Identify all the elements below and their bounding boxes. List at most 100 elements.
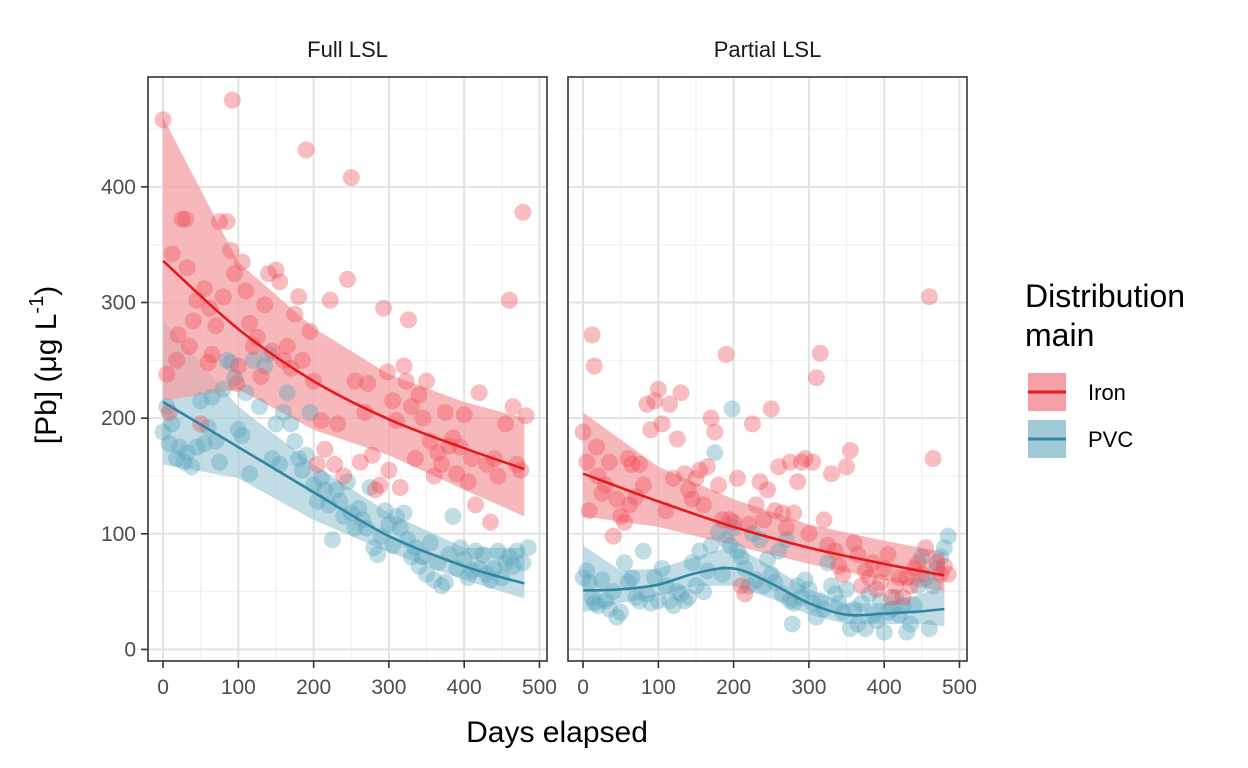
iron-data-point: [649, 380, 667, 398]
iron-data-point: [312, 412, 330, 429]
pvc-data-point: [312, 469, 330, 487]
legend-title-line-2: main: [1025, 317, 1094, 353]
iron-data-point: [868, 580, 886, 598]
pvc-data-point: [214, 380, 232, 398]
pvc-data-point: [233, 427, 251, 444]
panel-title-full-lsl: Full LSL: [307, 37, 388, 62]
x-tick-label: 300: [371, 676, 406, 699]
iron-data-point: [168, 351, 186, 369]
iron-data-point: [297, 141, 315, 159]
iron-data-point: [838, 458, 855, 476]
iron-data-point: [830, 557, 848, 575]
pvc-data-point: [672, 585, 690, 603]
pvc-data-point: [275, 403, 292, 421]
pvc-data-point: [710, 523, 728, 540]
pvc-data-point: [160, 435, 178, 453]
iron-data-point: [351, 453, 369, 471]
pvc-data-point: [504, 557, 522, 575]
iron-data-point: [293, 351, 311, 369]
pvc-data-point: [585, 594, 603, 612]
iron-data-point: [583, 326, 601, 344]
iron-data-point: [497, 415, 515, 433]
iron-data-point: [395, 357, 413, 375]
iron-data-point: [489, 467, 507, 485]
iron-data-point: [222, 242, 240, 259]
iron-data-point: [211, 213, 228, 231]
iron-data-point: [467, 496, 484, 514]
pvc-data-point: [932, 548, 950, 566]
x-tick-label: 500: [942, 676, 977, 699]
pvc-data-point: [297, 446, 315, 464]
pvc-data-point: [676, 592, 694, 610]
pvc-data-point: [188, 438, 206, 456]
pvc-data-point: [207, 432, 225, 450]
iron-data-point: [800, 525, 818, 543]
pvc-data-point: [770, 542, 788, 560]
iron-data-point: [260, 265, 277, 283]
iron-data-point: [935, 557, 953, 575]
iron-fit-line: [162, 259, 525, 471]
iron-data-point: [196, 280, 213, 298]
pvc-confidence-band: [163, 319, 525, 599]
pvc-data-point: [631, 592, 648, 610]
pvc-data-point: [796, 571, 814, 589]
pvc-data-point: [638, 585, 656, 603]
iron-data-point: [668, 430, 686, 448]
x-tick-label: 200: [296, 676, 331, 699]
y-tick-label: 300: [101, 292, 136, 315]
pvc-data-point: [680, 588, 697, 606]
iron-data-point: [661, 395, 679, 413]
pvc-data-point: [226, 369, 244, 387]
iron-data-point: [263, 342, 281, 360]
pvc-data-point: [451, 539, 469, 557]
pvc-data-point: [868, 612, 886, 629]
iron-data-point: [290, 288, 308, 306]
pvc-data-point: [894, 597, 912, 614]
pvc-data-point: [369, 546, 387, 564]
pvc-data-point: [316, 481, 334, 499]
iron-data-point: [608, 490, 626, 508]
iron-data-point: [819, 536, 837, 554]
pvc-data-point: [597, 592, 615, 610]
iron-data-point: [316, 440, 334, 458]
pvc-data-point: [589, 597, 607, 614]
iron-data-point: [252, 368, 270, 385]
pvc-data-point: [425, 571, 443, 589]
pvc-data-point: [849, 615, 867, 633]
pvc-data-point: [467, 542, 484, 560]
pvc-data-point: [293, 461, 311, 479]
pvc-data-point: [171, 438, 189, 456]
iron-data-point: [455, 406, 473, 424]
iron-data-point: [163, 245, 181, 263]
iron-data-point: [580, 502, 598, 520]
iron-data-point: [691, 461, 709, 479]
pvc-data-point: [256, 357, 274, 375]
iron-data-point: [612, 507, 630, 525]
pvc-data-point: [774, 585, 792, 603]
iron-data-point: [751, 473, 769, 491]
pvc-data-point: [380, 516, 398, 533]
iron-data-point: [482, 513, 499, 531]
pvc-data-point: [282, 415, 300, 433]
pvc-data-point: [830, 594, 848, 612]
pvc-data-point: [706, 444, 724, 462]
iron-data-point: [894, 588, 912, 606]
iron-data-point: [728, 469, 746, 487]
iron-data-point: [917, 539, 935, 557]
iron-data-point: [380, 461, 398, 479]
iron-data-point: [924, 450, 942, 468]
pvc-data-point: [278, 384, 296, 402]
iron-data-point: [203, 346, 221, 363]
pvc-data-point: [203, 388, 221, 406]
legend-label-iron: Iron: [1088, 380, 1126, 405]
pvc-data-point: [410, 557, 428, 575]
iron-data-point: [646, 392, 664, 410]
pvc-data-point: [514, 554, 532, 572]
pvc-data-point: [218, 351, 236, 369]
iron-data-point: [339, 270, 356, 288]
iron-data-point: [233, 253, 251, 271]
pvc-data-point: [391, 519, 409, 537]
iron-data-point: [256, 296, 274, 314]
iron-data-point: [913, 565, 931, 583]
pvc-data-point: [365, 539, 383, 557]
